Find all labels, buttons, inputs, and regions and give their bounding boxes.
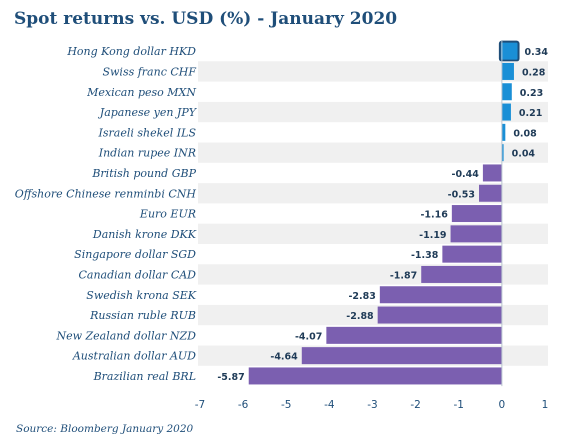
bar [377,306,502,324]
category-label: Australian dollar AUD [72,350,196,363]
category-label: Mexican peso MXN [86,86,196,99]
x-tick-label: -4 [324,399,335,411]
category-label: Danish krone DKK [92,228,197,241]
bar [421,265,502,283]
category-label: Swiss franc CHF [102,65,196,78]
bar [482,164,502,182]
x-tick-label: -6 [238,399,249,411]
x-tick-label: 0 [499,399,506,411]
row-stripe [198,61,548,82]
bar [450,225,502,243]
row-stripe [198,183,548,204]
x-tick-label: -3 [367,399,377,411]
bar [501,103,511,121]
x-tick-label: -1 [454,399,464,411]
category-label: Japanese yen JPY [98,106,198,119]
bar [498,40,520,62]
value-label: -1.16 [420,210,448,221]
value-label: -5.87 [217,372,244,383]
value-label: -1.19 [419,230,446,241]
category-label: Euro EUR [139,208,196,221]
x-tick-label: -7 [195,399,205,411]
value-label: 0.04 [512,149,536,160]
bar [479,184,502,202]
value-label: -4.64 [270,352,298,363]
value-label: -0.44 [452,169,480,180]
x-tick-label: -2 [410,399,420,411]
bar [379,286,502,304]
bar [442,245,502,263]
bar [326,326,502,344]
value-label: -1.87 [390,270,417,281]
bar [248,367,502,385]
chart-title: Spot returns vs. USD (%) - January 2020 [14,9,398,29]
bar [501,83,512,101]
value-label: -0.53 [448,189,475,200]
bar [501,123,506,141]
bar [501,62,514,80]
category-label: Singapore dollar SGD [74,248,196,261]
value-label: -1.38 [411,250,439,261]
category-label: Brazilian real BRL [93,370,196,383]
x-tick-label: 1 [542,399,549,411]
value-label: 0.21 [519,108,542,119]
chart-source: Source: Bloomberg January 2020 [16,423,194,435]
bar [301,347,502,365]
value-label: -2.88 [346,311,374,322]
category-label: Swedish krona SEK [86,289,196,302]
value-label: 0.28 [522,67,546,78]
bar [451,205,502,223]
category-label: Canadian dollar CAD [78,268,196,281]
bar [501,144,504,162]
value-label: 0.23 [520,88,543,99]
x-tick-label: -5 [281,399,291,411]
value-label: -2.83 [348,291,375,302]
value-label: 0.08 [513,128,537,139]
category-label: Indian rupee INR [98,147,196,160]
row-stripe [198,101,548,123]
category-label: Offshore Chinese renminbi CNH [15,187,197,200]
category-label: New Zealand dollar NZD [55,329,196,342]
row-stripe [198,142,548,163]
category-label: British pound GBP [91,167,196,180]
category-label: Russian ruble RUB [89,309,196,322]
category-label: Hong Kong dollar HKD [66,45,196,58]
value-label: 0.34 [525,47,549,58]
value-label: -4.07 [295,331,322,342]
category-label: Israeli shekel ILS [98,126,197,139]
